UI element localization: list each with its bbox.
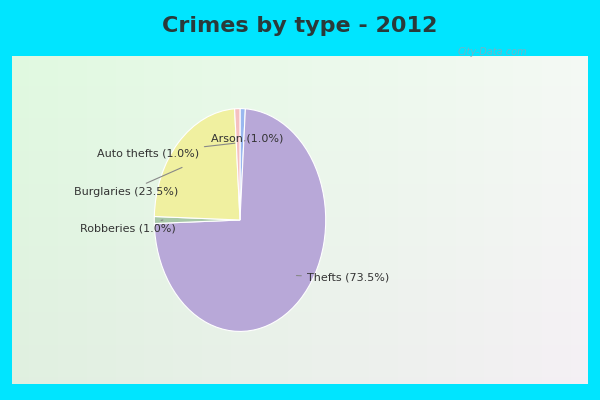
Wedge shape	[154, 109, 240, 220]
Text: Arson (1.0%): Arson (1.0%)	[211, 134, 283, 144]
Wedge shape	[235, 108, 240, 220]
Wedge shape	[240, 108, 245, 220]
Text: Burglaries (23.5%): Burglaries (23.5%)	[74, 168, 182, 197]
Text: Auto thefts (1.0%): Auto thefts (1.0%)	[97, 143, 235, 158]
Wedge shape	[154, 109, 326, 332]
Text: Crimes by type - 2012: Crimes by type - 2012	[163, 16, 437, 36]
Text: Thefts (73.5%): Thefts (73.5%)	[296, 273, 389, 283]
Text: Robberies (1.0%): Robberies (1.0%)	[80, 220, 176, 234]
Wedge shape	[154, 216, 240, 224]
Text: City-Data.com: City-Data.com	[457, 47, 527, 57]
